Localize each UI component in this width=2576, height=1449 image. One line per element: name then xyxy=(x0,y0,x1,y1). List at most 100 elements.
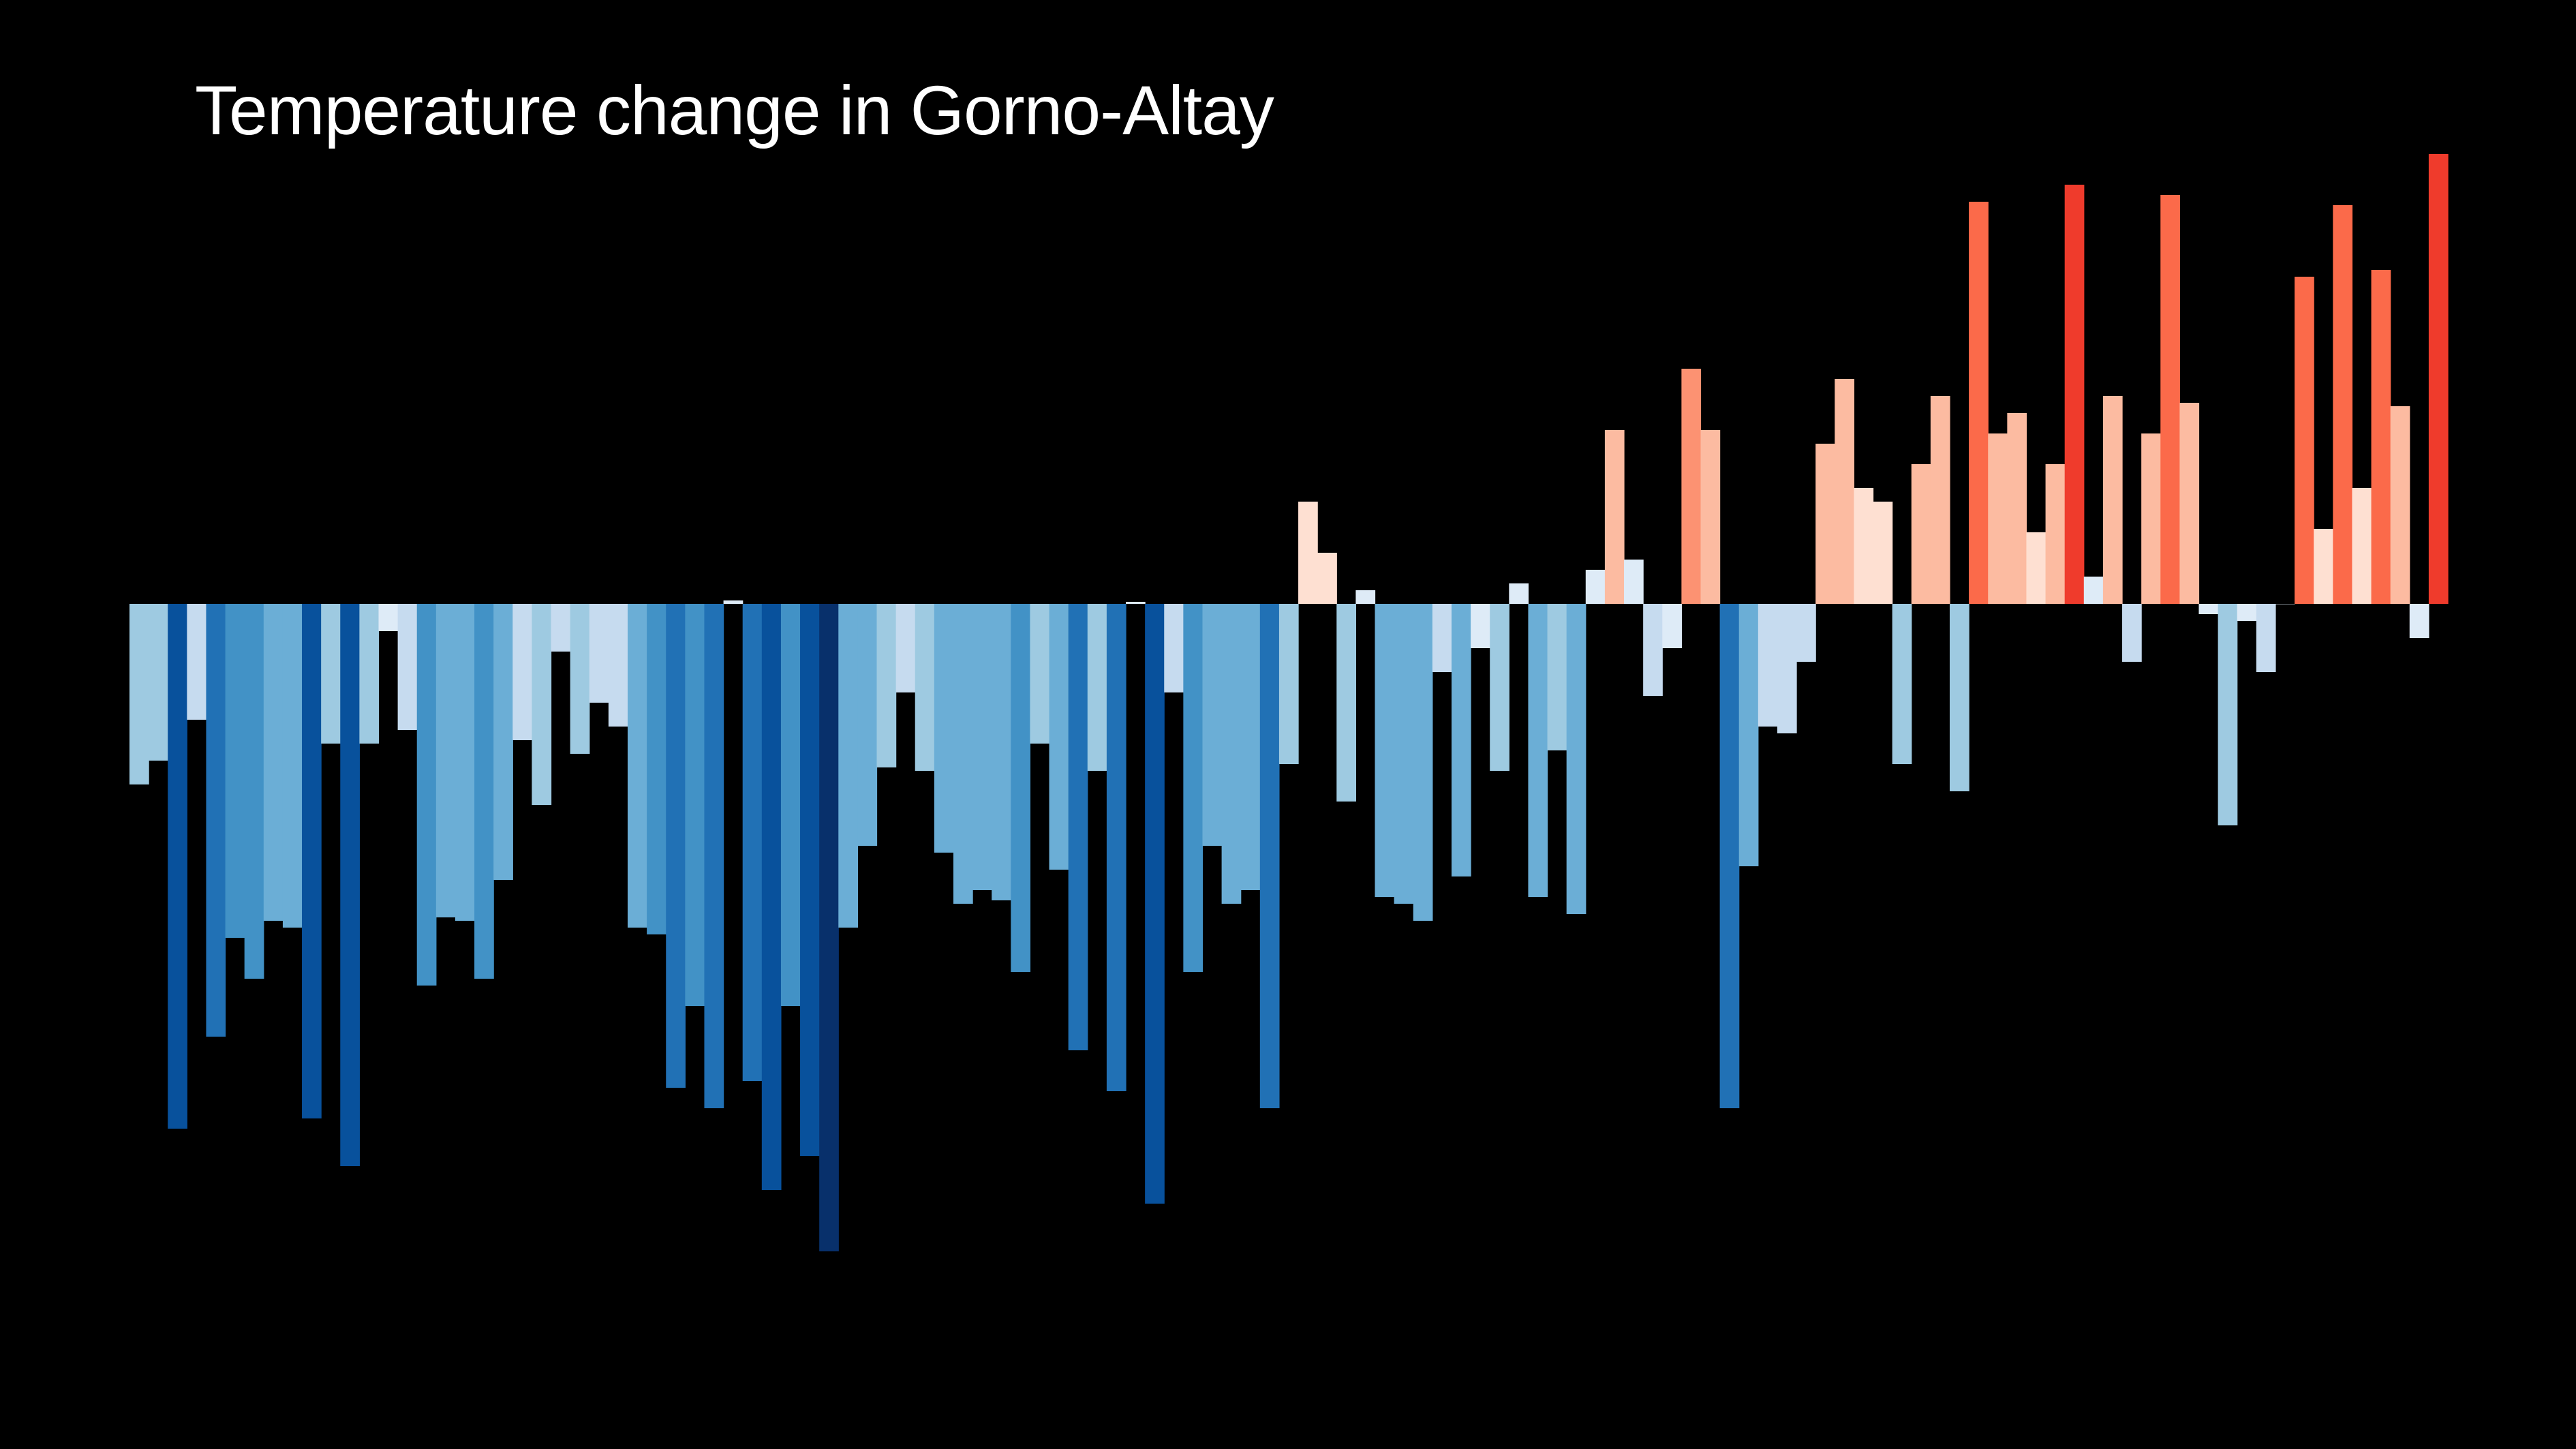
bar xyxy=(1317,553,1337,604)
bar xyxy=(876,604,897,767)
bar xyxy=(2179,403,2200,604)
bar xyxy=(1240,604,1261,890)
bars-group xyxy=(129,154,2449,1251)
bar xyxy=(1758,604,1778,727)
bar xyxy=(2237,604,2257,621)
bar xyxy=(1528,604,1548,897)
bar xyxy=(628,604,647,928)
bar xyxy=(2141,433,2161,604)
bar xyxy=(187,604,207,720)
bar xyxy=(1796,604,1816,662)
bar xyxy=(1068,604,1088,1050)
bar xyxy=(2198,604,2219,614)
bar xyxy=(2218,604,2238,825)
bar xyxy=(857,604,878,846)
bar xyxy=(551,604,571,652)
bar xyxy=(378,604,399,631)
bar xyxy=(359,604,380,744)
chart-title: Temperature change in Gorno-Altay xyxy=(195,72,1274,149)
bar xyxy=(1298,502,1318,604)
bar xyxy=(1815,444,1835,604)
bar xyxy=(532,604,552,805)
bar xyxy=(1930,396,1950,604)
bar xyxy=(2352,488,2372,604)
bar xyxy=(915,604,935,771)
bar xyxy=(1585,570,1606,604)
bar xyxy=(149,604,168,761)
bar xyxy=(206,604,226,1037)
bar xyxy=(1738,604,1759,866)
bar xyxy=(742,604,763,1081)
bar xyxy=(2160,195,2180,604)
bar xyxy=(934,604,954,853)
bar xyxy=(2102,396,2123,604)
bar xyxy=(819,604,839,1251)
bar xyxy=(1490,604,1509,771)
bar xyxy=(1854,488,1874,604)
bar xyxy=(1643,604,1663,696)
bar xyxy=(1126,602,1146,604)
bar xyxy=(302,604,322,1118)
bar xyxy=(1451,604,1471,876)
bar xyxy=(1278,604,1299,764)
bar xyxy=(647,604,666,934)
bar xyxy=(321,604,341,744)
bar xyxy=(1719,604,1740,1108)
bar xyxy=(1106,604,1126,1091)
bar xyxy=(2390,406,2410,604)
bar xyxy=(723,600,743,604)
bar xyxy=(1681,369,1702,604)
bar xyxy=(474,604,494,979)
bar xyxy=(704,604,724,1108)
bar xyxy=(1413,604,1433,921)
bar xyxy=(2275,604,2295,605)
bar xyxy=(838,604,858,928)
bar xyxy=(2045,464,2066,604)
bar xyxy=(2122,604,2142,662)
bar xyxy=(992,604,1011,900)
bar xyxy=(1835,379,1855,604)
bar xyxy=(2007,413,2027,604)
bar xyxy=(263,604,283,921)
bar xyxy=(416,604,437,986)
bar xyxy=(1336,604,1357,802)
bar xyxy=(1049,604,1069,870)
bar xyxy=(2428,154,2449,604)
bar xyxy=(493,604,513,880)
bar xyxy=(512,604,533,740)
bar xyxy=(2256,604,2276,672)
bar xyxy=(1164,604,1184,692)
bar xyxy=(1011,604,1031,972)
bar xyxy=(972,604,992,890)
bar xyxy=(2083,577,2104,604)
bar xyxy=(1509,583,1529,604)
bar xyxy=(1355,590,1376,604)
bar xyxy=(1777,604,1797,733)
bar xyxy=(570,604,590,754)
bar xyxy=(282,604,303,928)
bar xyxy=(455,604,475,921)
bar xyxy=(2295,277,2314,604)
bar xyxy=(1969,202,1989,604)
bar xyxy=(1911,464,1931,604)
bar xyxy=(685,604,705,1006)
bar xyxy=(895,604,916,692)
bar xyxy=(129,604,149,784)
bar xyxy=(1662,604,1682,648)
bar xyxy=(2371,270,2391,604)
bar xyxy=(1375,604,1395,897)
bar xyxy=(1030,604,1050,744)
bar xyxy=(1873,502,1893,604)
bar xyxy=(2333,205,2353,604)
bar xyxy=(761,604,782,1190)
bar xyxy=(168,604,187,1129)
bar xyxy=(225,604,245,938)
bar xyxy=(244,604,264,979)
bar xyxy=(2064,185,2085,604)
bar xyxy=(1988,433,2008,604)
bar xyxy=(2409,604,2429,638)
bar xyxy=(1087,604,1107,771)
bar xyxy=(1566,604,1586,914)
bar xyxy=(435,604,456,917)
